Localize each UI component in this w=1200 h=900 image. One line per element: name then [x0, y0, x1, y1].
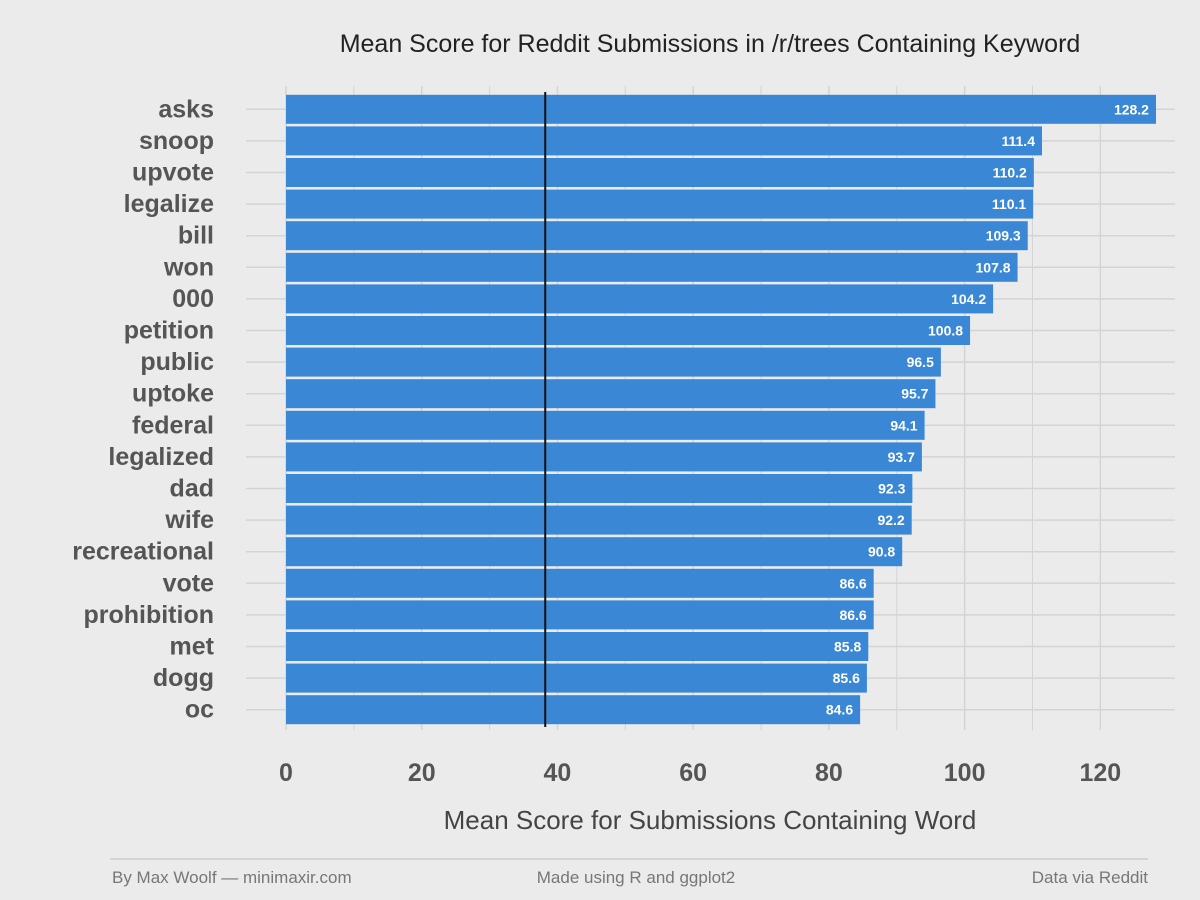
bar — [286, 537, 903, 567]
bar-value-label: 86.6 — [839, 575, 866, 591]
x-tick-label: 60 — [679, 759, 707, 787]
bar-value-label: 111.4 — [1001, 133, 1035, 149]
bar — [286, 284, 994, 314]
x-tick-label: 40 — [544, 759, 572, 787]
category-label: bill — [178, 222, 214, 250]
category-label: oc — [185, 696, 214, 724]
bar — [286, 474, 913, 503]
bar — [286, 695, 861, 725]
bar — [286, 316, 971, 345]
bar — [286, 189, 1034, 219]
bar-value-label: 85.8 — [834, 639, 861, 655]
category-label: met — [170, 633, 215, 661]
bar — [286, 126, 1042, 156]
category-label: asks — [158, 95, 214, 123]
category-label: 000 — [172, 285, 214, 313]
bar-value-label: 95.7 — [901, 386, 928, 402]
x-tick-label: 0 — [279, 759, 293, 787]
x-tick-labels: 0 20 40 60 80 100 120 — [279, 759, 1121, 787]
footer-credit: By Max Woolf — minimaxir.com — [112, 868, 352, 887]
bar — [286, 252, 1018, 282]
bar — [286, 347, 941, 377]
bars-layer: 128.2 111.4 110.2 110.1 109.3 107.8 104.2 100.8… — [286, 94, 1156, 725]
x-tick-label: 100 — [944, 759, 986, 787]
category-labels: asks snoop upvote legalize bill won 000 petitio… — [72, 95, 214, 723]
bar-value-label: 85.6 — [833, 670, 860, 686]
category-label: won — [163, 253, 214, 281]
bar-value-label: 96.5 — [907, 354, 934, 370]
category-label: upvote — [132, 159, 214, 187]
bar — [286, 600, 874, 630]
category-label: petition — [124, 317, 214, 345]
bar-value-label: 93.7 — [888, 449, 915, 465]
bar — [286, 94, 1156, 124]
bar-value-label: 128.2 — [1114, 101, 1149, 117]
bar — [286, 158, 1034, 187]
category-label: snoop — [139, 127, 214, 155]
bar-value-label: 110.1 — [992, 196, 1026, 212]
category-label: prohibition — [83, 601, 214, 629]
bar — [286, 410, 925, 440]
bar-value-label: 104.2 — [951, 291, 986, 307]
category-label: dad — [170, 475, 214, 503]
category-label: wife — [164, 506, 214, 534]
category-label: uptoke — [132, 380, 214, 408]
bar — [286, 663, 867, 693]
bar-value-label: 86.6 — [839, 607, 866, 623]
bar — [286, 632, 869, 661]
bar — [286, 379, 936, 409]
bar-value-label: 92.3 — [878, 481, 905, 497]
bar-value-label: 100.8 — [928, 323, 963, 339]
x-tick-label: 120 — [1079, 759, 1121, 787]
category-label: dogg — [153, 664, 214, 692]
category-label: vote — [163, 569, 215, 597]
category-label: federal — [132, 411, 214, 439]
bar — [286, 221, 1028, 251]
bar — [286, 568, 874, 598]
bar — [286, 442, 922, 472]
x-axis-title: Mean Score for Submissions Containing Wo… — [444, 805, 977, 835]
footer-tools: Made using R and ggplot2 — [537, 868, 735, 887]
bar-value-label: 94.1 — [890, 417, 917, 433]
x-tick-label: 80 — [815, 759, 843, 787]
bar-value-label: 110.2 — [993, 165, 1027, 181]
category-label: public — [140, 348, 214, 376]
bar-value-label: 107.8 — [976, 259, 1011, 275]
bar-value-label: 90.8 — [868, 544, 895, 560]
bar-value-label: 92.2 — [877, 512, 904, 528]
chart-title: Mean Score for Reddit Submissions in /r/… — [340, 30, 1081, 58]
bar-value-label: 84.6 — [826, 702, 853, 718]
category-label: legalized — [108, 443, 214, 471]
bar — [286, 505, 912, 535]
category-label: recreational — [72, 538, 214, 566]
category-label: legalize — [124, 190, 214, 218]
x-tick-label: 20 — [408, 759, 436, 787]
footer-source: Data via Reddit — [1032, 868, 1149, 887]
bar-value-label: 109.3 — [986, 228, 1021, 244]
